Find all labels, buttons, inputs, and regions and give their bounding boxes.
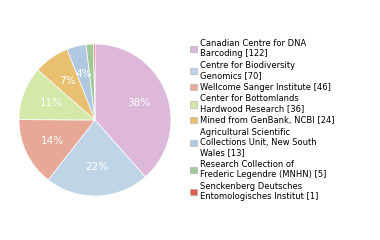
Wedge shape <box>95 44 171 177</box>
Wedge shape <box>48 120 145 196</box>
Wedge shape <box>19 70 95 120</box>
Wedge shape <box>67 45 95 120</box>
Wedge shape <box>93 44 95 120</box>
Text: 22%: 22% <box>85 162 108 172</box>
Wedge shape <box>86 44 95 120</box>
Text: 11%: 11% <box>40 98 62 108</box>
Legend: Canadian Centre for DNA
Barcoding [122], Centre for Biodiversity
Genomics [70], : Canadian Centre for DNA Barcoding [122],… <box>190 39 334 201</box>
Text: 7%: 7% <box>60 77 76 86</box>
Wedge shape <box>38 49 95 120</box>
Text: 14%: 14% <box>41 136 64 145</box>
Text: 4%: 4% <box>75 69 92 79</box>
Text: 38%: 38% <box>128 98 150 108</box>
Wedge shape <box>19 120 95 180</box>
